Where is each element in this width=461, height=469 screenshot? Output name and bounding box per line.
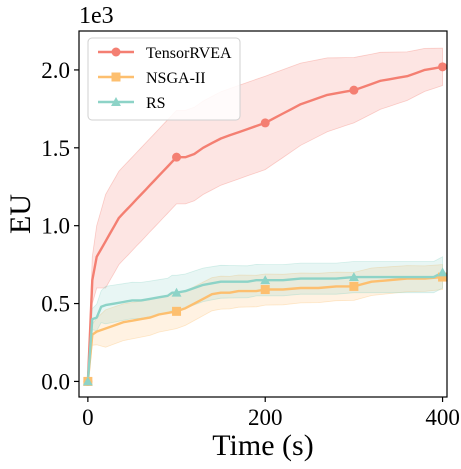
legend-label-nsga-ii: NSGA-II [146,70,206,87]
x-tick-label: 200 [248,405,283,430]
x-tick-label: 400 [425,405,460,430]
marker-nsga-ii [261,285,270,294]
marker-tensorrvea [172,153,181,162]
y-tick-label: 1.0 [41,214,70,239]
legend-label-tensorrvea: TensorRVEA [146,45,232,62]
marker-tensorrvea [438,62,447,71]
y-tick-label: 0.0 [41,369,70,394]
y-tick-label: 1.5 [41,136,70,161]
y-tick-label: 2.0 [41,58,70,83]
legend-marker-tensorrvea [112,48,121,57]
x-axis-ticks: 0 200 400 [82,397,460,430]
legend: TensorRVEA NSGA-II RS [88,38,240,120]
marker-nsga-ii [172,307,181,316]
y-axis-offset-label: 1e3 [79,3,114,29]
marker-tensorrvea [261,118,270,127]
y-axis-ticks: 0.0 0.5 1.0 1.5 2.0 [41,58,79,394]
marker-tensorrvea [349,86,358,95]
marker-nsga-ii [349,282,358,291]
y-axis-label: EU [4,194,37,234]
x-tick-label: 0 [82,405,94,430]
x-axis-label: Time (s) [212,429,313,462]
legend-marker-nsga-ii [112,73,121,82]
y-tick-label: 0.5 [41,292,70,317]
legend-label-rs: RS [146,95,166,112]
